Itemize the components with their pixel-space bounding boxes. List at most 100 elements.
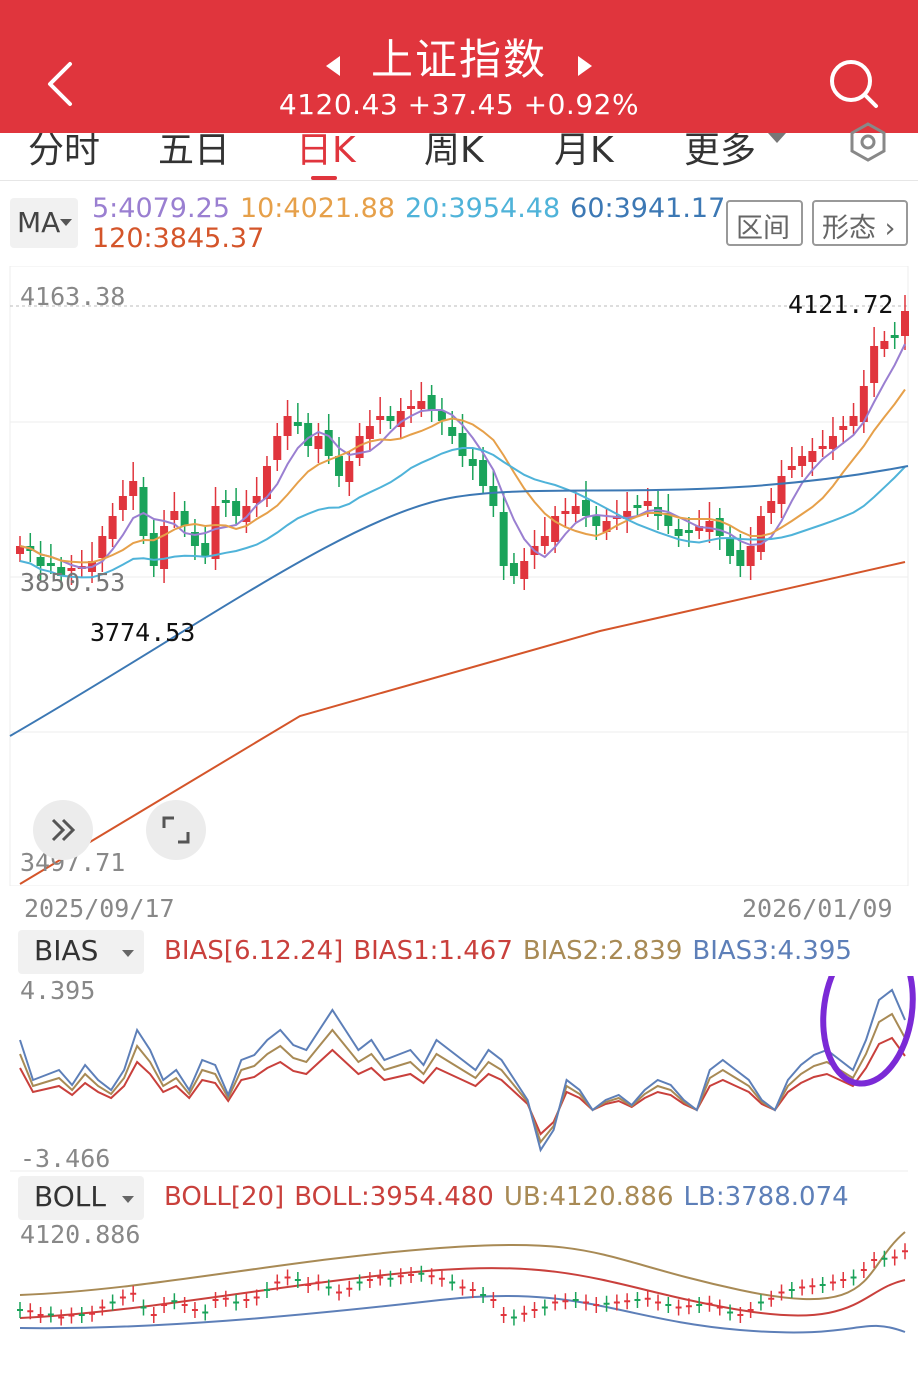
fullscreen-button[interactable] — [146, 800, 206, 860]
candle-body — [427, 395, 436, 411]
ma60-line — [9, 465, 909, 737]
bias-params: BIAS[6.12.24] — [164, 936, 344, 966]
ma60-value: 60:3941.17 — [570, 193, 726, 224]
ma5-line — [19, 343, 906, 570]
settings-icon[interactable] — [848, 122, 888, 162]
candle-body — [520, 561, 529, 579]
ma-selector-label: MA — [17, 206, 61, 239]
candle-body — [139, 487, 148, 536]
candle-body — [46, 563, 55, 566]
status-bar — [0, 0, 918, 10]
candle-body — [664, 513, 673, 526]
prev-index-arrow-icon[interactable] — [326, 56, 340, 76]
tab-daily-k[interactable]: 日K — [296, 133, 356, 171]
candle-body — [787, 466, 796, 470]
candle-body — [129, 481, 138, 496]
candle-body — [870, 346, 879, 383]
candle-body — [746, 546, 755, 566]
candle-body — [767, 501, 776, 513]
next-index-arrow-icon[interactable] — [578, 56, 592, 76]
tab-five-day[interactable]: 五日 — [158, 133, 231, 171]
candle-body — [633, 505, 642, 508]
header-bar: 上证指数 4120.43 +37.45 +0.92% — [0, 0, 918, 133]
change-pct-value: +0.92% — [523, 88, 640, 121]
bias-axis-bottom: -3.466 — [20, 1144, 111, 1173]
candle-body — [365, 426, 374, 439]
active-tab-indicator — [311, 176, 337, 180]
ma20-value: 20:3954.48 — [405, 193, 561, 224]
candle-body — [674, 529, 683, 536]
candle-body — [581, 500, 590, 516]
boll-chart[interactable] — [0, 1220, 918, 1377]
tab-more[interactable]: 更多 — [684, 133, 757, 171]
candle-body — [57, 567, 66, 576]
candle-body — [304, 423, 313, 446]
candle-body — [396, 411, 405, 427]
price-value: 4120.43 — [278, 88, 399, 121]
tab-weekly-k[interactable]: 周K — [424, 133, 484, 171]
candle-body — [828, 436, 837, 449]
boll-selector-label: BOLL — [34, 1180, 106, 1213]
back-arrow-icon[interactable] — [40, 58, 84, 110]
shape-button[interactable]: 形态 › — [812, 200, 908, 246]
boll-mid-line — [19, 1267, 906, 1319]
main-axis-mid: 3850.53 — [20, 568, 126, 597]
candle-body — [293, 422, 302, 426]
ma20-line — [19, 447, 906, 579]
candle-body — [756, 516, 765, 552]
candle-body — [499, 512, 508, 566]
high-price-label: 4121.72 — [788, 290, 894, 319]
candle-body — [705, 521, 714, 532]
candle-body — [283, 416, 292, 436]
search-icon[interactable] — [826, 56, 882, 112]
double-chevron-icon — [51, 818, 76, 842]
candle-body — [149, 533, 158, 566]
candle-body — [232, 501, 241, 516]
low-price-label: 3774.53 — [90, 618, 196, 647]
candle-body — [489, 486, 498, 506]
ma-values: 5:4079.25 10:4021.88 20:3954.48 60:3941.17 … — [92, 193, 725, 254]
candle-body — [623, 511, 632, 519]
bias-dropdown-icon — [122, 950, 134, 957]
candle-body — [262, 466, 271, 499]
candlestick-chart[interactable] — [0, 266, 918, 886]
ma120-value: 120:3845.37 — [92, 223, 265, 254]
candle-body — [211, 506, 220, 559]
bias-chart[interactable] — [0, 976, 918, 1172]
start-date: 2025/09/17 — [24, 894, 175, 923]
bias3-value: BIAS3:4.395 — [692, 936, 852, 966]
candle-body — [273, 436, 282, 460]
candle-body — [314, 436, 323, 449]
candle-body — [345, 461, 354, 482]
bias-axis-top: 4.395 — [20, 976, 96, 1005]
page-title: 上证指数 — [370, 35, 547, 84]
candle-body — [221, 500, 230, 503]
tab-intraday[interactable]: 分时 — [28, 133, 101, 171]
candle-body — [458, 433, 467, 456]
candle-body — [160, 526, 169, 569]
bias3-line — [19, 988, 906, 1153]
candle-body — [561, 511, 570, 514]
tab-monthly-k[interactable]: 月K — [554, 133, 614, 171]
candle-body — [376, 416, 385, 420]
candle-body — [890, 335, 899, 338]
expand-chart-button[interactable] — [33, 800, 93, 860]
candle-body — [170, 511, 179, 520]
candle-body — [407, 406, 416, 409]
candle-body — [36, 557, 45, 566]
ma5-value: 5:4079.25 — [92, 193, 230, 224]
candle-body — [571, 506, 580, 514]
boll-mid-value: BOLL:3954.480 — [294, 1182, 494, 1212]
candle-body — [715, 518, 724, 536]
candle-body — [108, 516, 117, 539]
candle-body — [252, 496, 261, 503]
candle-body — [67, 568, 76, 571]
ma10-line — [19, 388, 906, 564]
candle-body — [643, 501, 652, 506]
range-button[interactable]: 区间 — [726, 200, 803, 246]
fullscreen-icon — [162, 816, 190, 844]
candle-body — [798, 456, 807, 466]
candle-body — [880, 341, 889, 349]
boll-params: BOLL[20] — [164, 1182, 285, 1212]
candle-body — [448, 427, 457, 436]
